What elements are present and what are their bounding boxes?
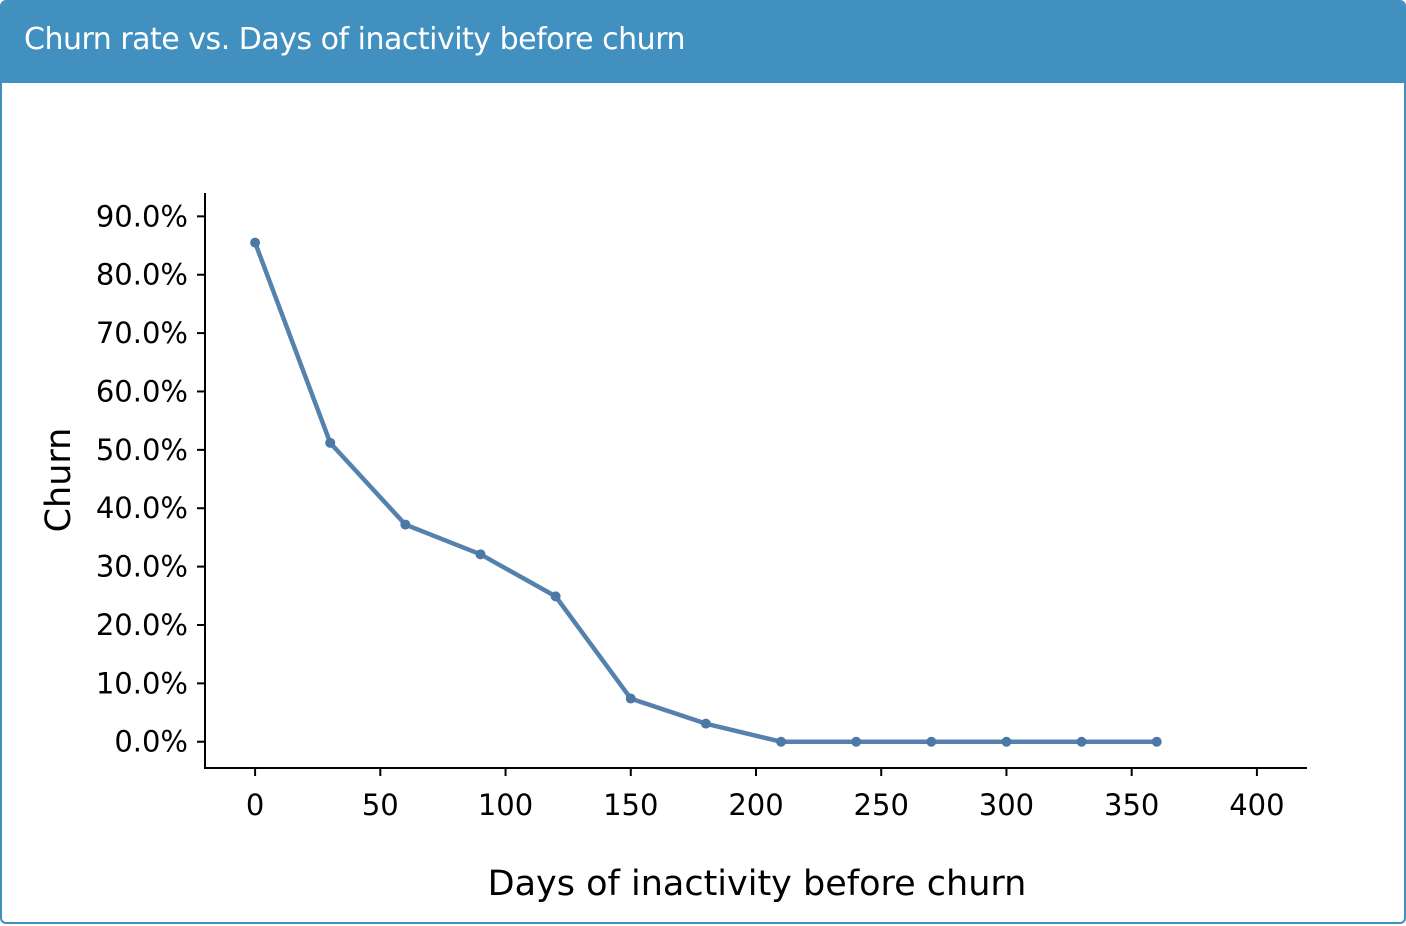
y-tick-label: 30.0% [96, 550, 188, 584]
data-point[interactable] [250, 237, 261, 248]
x-tick-label: 250 [854, 788, 909, 822]
data-point[interactable] [1151, 736, 1162, 747]
y-tick-label: 90.0% [96, 199, 188, 233]
x-tick-label: 100 [478, 788, 533, 822]
data-point[interactable] [851, 736, 862, 747]
y-tick-label: 20.0% [96, 608, 188, 642]
x-tick-label: 50 [362, 788, 399, 822]
data-point[interactable] [625, 693, 636, 704]
y-axis-title: Churn [39, 428, 79, 533]
y-tick-label: 80.0% [96, 258, 188, 292]
data-point[interactable] [325, 437, 336, 448]
panel-title: Churn rate vs. Days of inactivity before… [24, 22, 686, 57]
y-tick-label: 60.0% [96, 374, 188, 408]
series-group [250, 237, 1162, 747]
x-tick-label: 350 [1104, 788, 1159, 822]
series-line [252, 240, 1159, 744]
y-tick-label: 50.0% [96, 433, 188, 467]
data-point[interactable] [776, 736, 787, 747]
x-tick-label: 0 [246, 788, 264, 822]
y-tick-label: 10.0% [96, 666, 188, 700]
data-point[interactable] [475, 549, 486, 560]
y-tick-label: 40.0% [96, 491, 188, 525]
data-point[interactable] [400, 519, 411, 530]
data-point[interactable] [1001, 736, 1012, 747]
data-point[interactable] [700, 718, 711, 729]
x-tick-label: 400 [1229, 788, 1284, 822]
panel-header: Churn rate vs. Days of inactivity before… [2, 2, 1404, 83]
x-tick-label: 200 [728, 788, 783, 822]
data-point[interactable] [1076, 736, 1087, 747]
x-tick-label: 150 [603, 788, 658, 822]
y-tick-label: 70.0% [96, 316, 188, 350]
x-tick-label: 300 [979, 788, 1034, 822]
data-point[interactable] [926, 736, 937, 747]
x-axis-ticks: 0 50 100 150 200 250 300 350 400 [246, 768, 1285, 822]
data-point[interactable] [550, 591, 561, 602]
y-tick-label: 0.0% [114, 725, 188, 759]
y-axis-ticks: 0.0% 10.0% 20.0% 30.0% 40.0% 50.0% 60.0% 70.0% 8… [96, 199, 205, 759]
x-axis-title: Days of inactivity before churn [488, 864, 1027, 904]
